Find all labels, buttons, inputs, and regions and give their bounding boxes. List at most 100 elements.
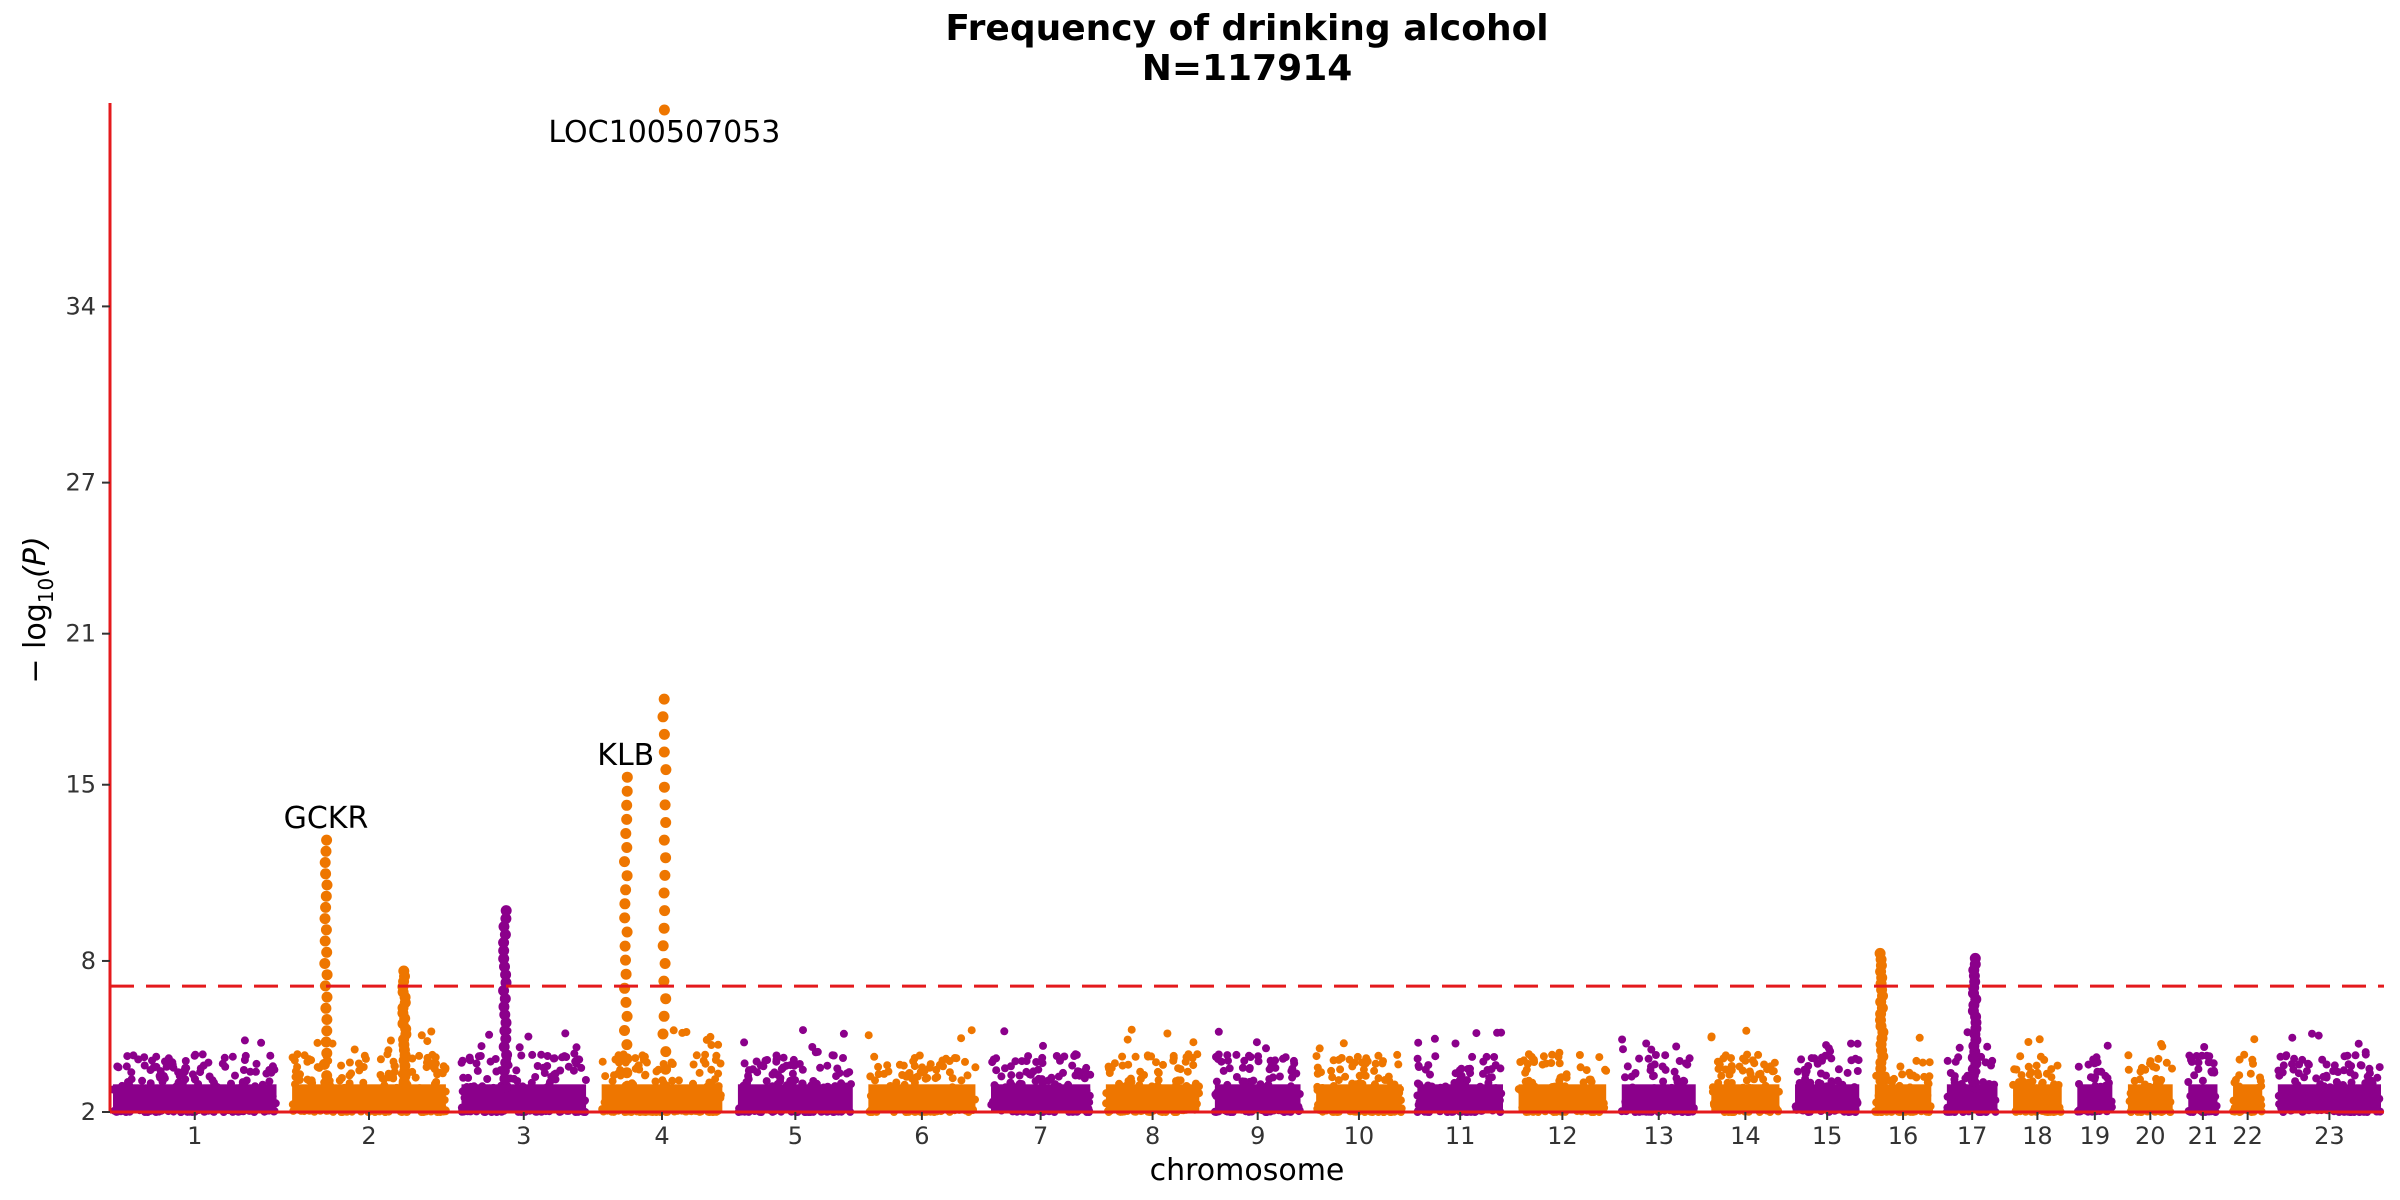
peak-snp-point	[619, 1025, 630, 1036]
snp-point	[640, 1052, 649, 1061]
snp-point	[1082, 1063, 1091, 1072]
snp-point	[177, 1069, 186, 1077]
snp-point	[1214, 1050, 1223, 1059]
snp-point	[205, 1072, 214, 1081]
snp-point	[1413, 1054, 1422, 1063]
snp-point	[971, 1063, 980, 1072]
snp-point	[1267, 1062, 1276, 1071]
peak-snp-point	[621, 926, 633, 938]
snp-point	[1370, 1066, 1379, 1075]
peak-snp-point	[500, 969, 512, 981]
snp-point	[1455, 1077, 1464, 1086]
snp-point	[1981, 1058, 1990, 1067]
snp-point	[2304, 1060, 2313, 1069]
snp-point	[763, 1056, 772, 1064]
snp-point	[1738, 1066, 1747, 1075]
snp-point	[782, 1061, 791, 1070]
snp-point	[2154, 1054, 2163, 1063]
snp-point	[1252, 1038, 1261, 1047]
gene-labels: GCKR KLB LOC100507053	[284, 115, 781, 836]
snp-point	[1961, 1074, 1970, 1083]
peak-snp-point	[321, 946, 333, 958]
snp-point	[1685, 1054, 1694, 1063]
y-tick-label: 21	[65, 620, 96, 648]
peak-snp-point	[620, 954, 631, 966]
snp-point	[1189, 1061, 1198, 1070]
snp-point	[1136, 1074, 1145, 1083]
snp-point	[1355, 1071, 1364, 1080]
snp-point	[788, 1069, 797, 1078]
snp-point	[1143, 1051, 1152, 1060]
snp-point	[2249, 1059, 2257, 1068]
peak-snp-point	[500, 1033, 512, 1045]
snp-point	[874, 1062, 883, 1071]
snp-point	[772, 1057, 781, 1066]
snp-point	[692, 1051, 701, 1060]
snp-point	[483, 1075, 492, 1083]
peak-snp-point	[658, 781, 670, 793]
snp-point	[550, 1054, 559, 1063]
snp-point	[1015, 1071, 1024, 1080]
snp-point	[252, 1059, 261, 1068]
snp-point	[140, 1053, 149, 1062]
snp-point	[257, 1038, 266, 1047]
snp-point	[575, 1055, 584, 1064]
snp-point	[1371, 1059, 1380, 1068]
snp-point	[1661, 1051, 1670, 1060]
x-tick-label: 16	[1888, 1122, 1919, 1150]
peak-snp-point	[621, 842, 633, 853]
x-tick-label: 6	[914, 1122, 929, 1150]
snp-point	[2356, 1061, 2365, 1070]
snp-point	[2250, 1035, 2259, 1044]
snp-point	[190, 1051, 199, 1060]
snp-point	[1287, 1067, 1296, 1076]
snp-point	[1955, 1043, 1964, 1052]
snp-point	[1804, 1062, 1813, 1070]
snp-point	[148, 1056, 156, 1065]
snp-point	[466, 1056, 475, 1065]
snp-point	[265, 1077, 274, 1086]
snp-point	[543, 1052, 552, 1060]
snp-point	[427, 1027, 436, 1036]
y-axis-title-suffix: (P)	[18, 536, 53, 578]
snp-point	[1056, 1056, 1064, 1065]
snp-point	[1672, 1042, 1681, 1051]
snp-point	[1181, 1057, 1190, 1066]
peak-snp-point	[620, 968, 632, 980]
snp-point	[537, 1050, 546, 1059]
snp-point	[931, 1074, 940, 1083]
peak-snp-point	[659, 799, 671, 811]
snp-point	[1348, 1062, 1357, 1071]
x-tick-label: 14	[1730, 1122, 1761, 1150]
peak-snp-point	[621, 1067, 633, 1079]
snp-point	[1923, 1078, 1932, 1087]
snp-point	[1463, 1076, 1471, 1085]
snp-point	[2157, 1040, 2166, 1048]
peak-snp-point	[500, 1057, 512, 1069]
snp-point	[1658, 1062, 1667, 1071]
x-tick-label: 8	[1145, 1122, 1160, 1150]
snp-point	[2204, 1058, 2213, 1067]
snp-point	[2347, 1062, 2356, 1070]
snp-point	[347, 1069, 356, 1078]
snp-point	[1496, 1064, 1505, 1073]
peak-snp-point	[320, 1036, 332, 1048]
snp-point	[293, 1050, 302, 1059]
snp-point	[1017, 1057, 1026, 1066]
peak-snp-point	[320, 1002, 332, 1014]
snp-point	[2295, 1060, 2304, 1069]
snp-point	[510, 1074, 518, 1083]
snp-point	[1183, 1067, 1192, 1076]
snp-band	[1795, 1084, 1860, 1112]
x-axis-title: chromosome	[1150, 1153, 1345, 1188]
snp-point	[1086, 1070, 1095, 1079]
snp-point	[2194, 1065, 2203, 1074]
snp-point	[1486, 1073, 1495, 1082]
snp-point	[1497, 1028, 1506, 1037]
snp-point	[2294, 1069, 2303, 1078]
peak-snp-point	[658, 887, 670, 899]
peak-snp-point	[500, 913, 512, 925]
snp-point	[1834, 1065, 1843, 1074]
snp-point	[492, 1067, 501, 1076]
snp-point	[1457, 1071, 1466, 1080]
